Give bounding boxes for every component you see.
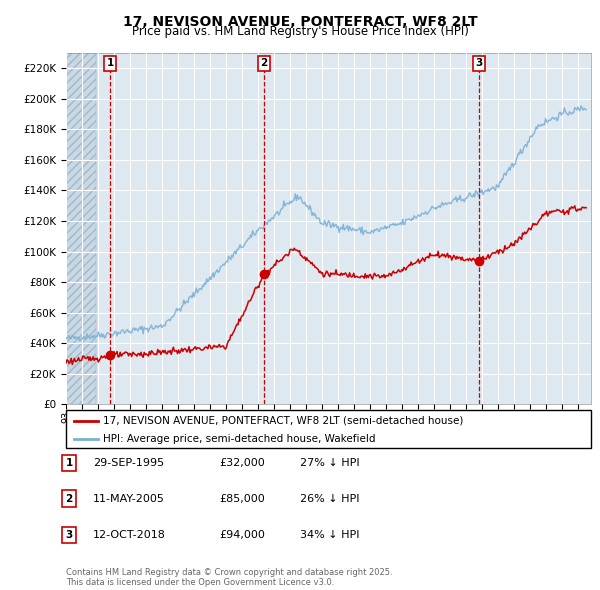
- Text: Contains HM Land Registry data © Crown copyright and database right 2025.
This d: Contains HM Land Registry data © Crown c…: [66, 568, 392, 587]
- Text: Price paid vs. HM Land Registry's House Price Index (HPI): Price paid vs. HM Land Registry's House …: [131, 25, 469, 38]
- Text: 26% ↓ HPI: 26% ↓ HPI: [300, 494, 359, 503]
- Bar: [66, 53, 97, 404]
- Text: 27% ↓ HPI: 27% ↓ HPI: [300, 458, 359, 468]
- Text: 17, NEVISON AVENUE, PONTEFRACT, WF8 2LT: 17, NEVISON AVENUE, PONTEFRACT, WF8 2LT: [122, 15, 478, 29]
- Text: 17, NEVISON AVENUE, PONTEFRACT, WF8 2LT (semi-detached house): 17, NEVISON AVENUE, PONTEFRACT, WF8 2LT …: [103, 416, 463, 426]
- Text: 3: 3: [475, 58, 482, 68]
- Text: £32,000: £32,000: [219, 458, 265, 468]
- Text: 29-SEP-1995: 29-SEP-1995: [93, 458, 164, 468]
- Text: HPI: Average price, semi-detached house, Wakefield: HPI: Average price, semi-detached house,…: [103, 434, 375, 444]
- Text: 34% ↓ HPI: 34% ↓ HPI: [300, 530, 359, 540]
- Text: 1: 1: [106, 58, 113, 68]
- Bar: [66, 53, 97, 404]
- Text: 11-MAY-2005: 11-MAY-2005: [93, 494, 165, 503]
- Text: 2: 2: [65, 494, 73, 503]
- Text: £94,000: £94,000: [219, 530, 265, 540]
- Text: 1: 1: [65, 458, 73, 468]
- Text: 12-OCT-2018: 12-OCT-2018: [93, 530, 166, 540]
- Text: 3: 3: [65, 530, 73, 540]
- Text: £85,000: £85,000: [219, 494, 265, 503]
- Text: 2: 2: [260, 58, 268, 68]
